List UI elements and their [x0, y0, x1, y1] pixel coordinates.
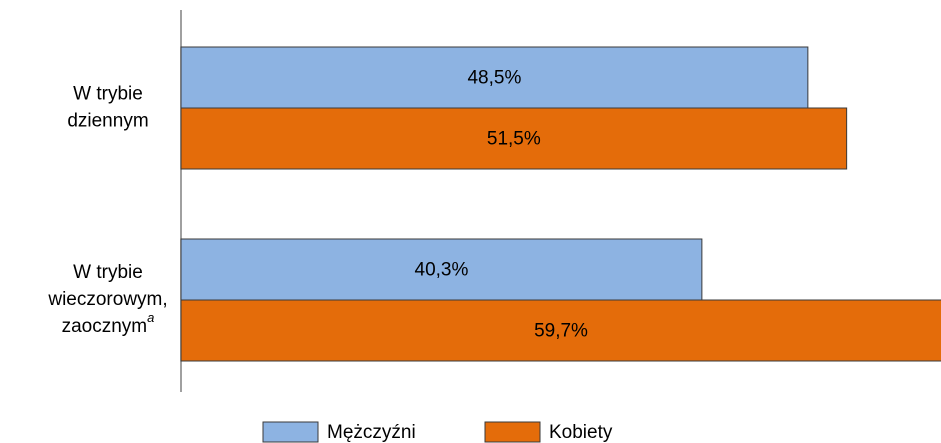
- category-label-line: W trybie: [73, 262, 143, 283]
- category-label-line: zaocznym: [62, 316, 148, 337]
- category-label-line: W trybie: [73, 84, 143, 105]
- data-label: 48,5%: [467, 68, 521, 89]
- bar: [180, 299, 941, 362]
- category-label: W trybie dziennym: [67, 84, 148, 132]
- data-label: 40,3%: [415, 260, 469, 281]
- legend-label: Kobiety: [549, 422, 613, 443]
- legend-swatch: [484, 421, 541, 443]
- bar: [180, 107, 848, 170]
- category-label-line: dziennym: [67, 111, 148, 132]
- legend-label: Mężczyźni: [327, 422, 416, 443]
- data-label: 51,5%: [487, 129, 541, 150]
- category-label: W trybie wieczorowym, zaocznyma: [47, 262, 167, 337]
- footnote-mark: a: [147, 310, 154, 325]
- legend-swatch: [262, 421, 319, 443]
- data-label: 59,7%: [534, 321, 588, 342]
- category-label-line: wieczorowym,: [47, 289, 167, 310]
